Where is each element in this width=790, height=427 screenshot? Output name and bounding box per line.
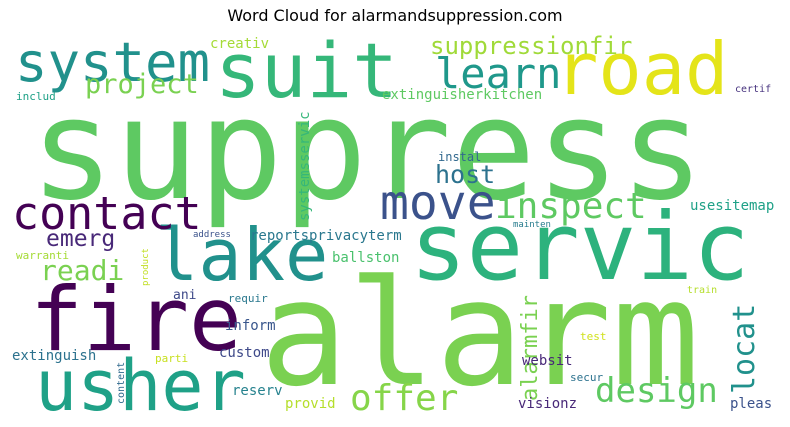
word-readi: readi xyxy=(40,254,125,287)
word-usesitemap: usesitemap xyxy=(690,198,775,214)
word-contact: contact xyxy=(12,187,202,240)
word-warranti: warranti xyxy=(16,249,69,262)
word-ani: ani xyxy=(173,288,197,303)
word-train: train xyxy=(687,285,718,296)
word-product: product xyxy=(141,248,151,286)
word-secur: secur xyxy=(570,371,604,384)
word-instal: instal xyxy=(438,150,482,164)
word-alarm: alarm xyxy=(260,249,700,419)
word-cloud: suppress alarm servic fire lake usher su… xyxy=(10,31,779,421)
word-suit: suit xyxy=(215,31,399,115)
word-offer: offer xyxy=(350,378,459,419)
word-learn: learn xyxy=(435,49,562,98)
word-usher: usher xyxy=(35,345,246,421)
word-custom: custom xyxy=(219,345,270,361)
word-lake: lake xyxy=(155,213,329,297)
word-mainten: mainten xyxy=(513,220,551,230)
word-locat: locat xyxy=(727,303,762,394)
word-includ: includ xyxy=(16,90,56,103)
word-project: project xyxy=(85,69,199,100)
word-pleas: pleas xyxy=(730,396,773,412)
word-alarmfir: alarmfir xyxy=(518,295,543,401)
word-fire: fire xyxy=(30,268,242,371)
word-provid: provid xyxy=(285,396,336,412)
word-systemsservic: systemsservic xyxy=(297,111,313,221)
word-extinguisherkitchen: extinguisherkitchen xyxy=(382,87,543,103)
word-creativ: creativ xyxy=(210,36,270,52)
word-parti: parti xyxy=(155,352,189,365)
word-reportsprivacyterm: reportsprivacyterm xyxy=(250,228,402,244)
word-websit: websit xyxy=(522,353,573,369)
word-move: move xyxy=(380,175,496,231)
word-address: address xyxy=(193,230,231,240)
word-test: test xyxy=(580,330,607,343)
word-design: design xyxy=(595,371,718,411)
word-inform: inform xyxy=(225,318,276,334)
word-extinguish: extinguish xyxy=(12,348,97,364)
word-suppressionfir: suppressionfir xyxy=(430,32,633,60)
word-system: system xyxy=(15,31,211,94)
word-ballston: ballston xyxy=(332,250,400,266)
word-reserv: reserv xyxy=(232,383,283,399)
word-certif: certif xyxy=(735,84,772,95)
word-content: content xyxy=(116,361,127,404)
word-suppress: suppress xyxy=(30,69,705,232)
word-road: road xyxy=(555,31,729,111)
chart-title: Word Cloud for alarmandsuppression.com xyxy=(227,6,563,25)
word-requir: requir xyxy=(228,292,268,305)
word-emerg: emerg xyxy=(46,226,116,252)
word-inspect: inspect xyxy=(495,186,647,227)
word-host: host xyxy=(435,160,496,189)
word-visionz: visionz xyxy=(518,396,578,412)
word-servic: servic xyxy=(410,193,750,302)
